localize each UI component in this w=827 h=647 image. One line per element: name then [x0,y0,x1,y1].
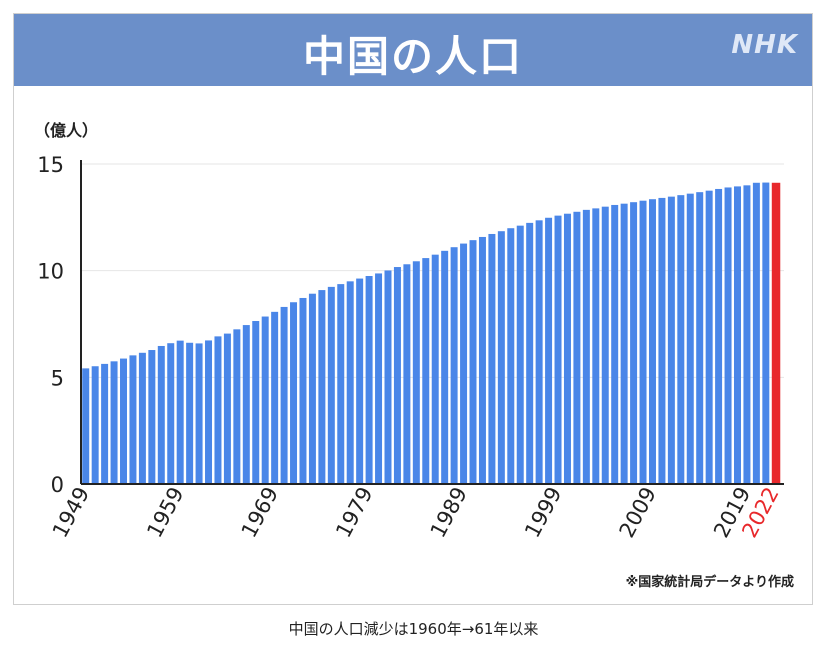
bar-2021 [762,182,770,484]
bar-2020 [752,182,760,485]
bar-1980 [375,273,383,484]
bar-2002 [582,209,590,484]
x-tick-label-1979: 1979 [331,483,377,541]
bar-2010 [658,197,666,485]
bar-1988 [450,247,458,484]
bar-1954 [129,355,137,484]
bar-2004 [601,206,609,484]
bar-2018 [733,186,741,484]
image-caption: 中国の人口減少は1960年→61年以来 [288,620,539,638]
bar-1955 [138,352,146,484]
bar-1997 [535,220,543,484]
bar-2008 [639,200,647,484]
title-banner: 中国の人口 NHK [14,14,812,86]
bar-1970 [280,306,288,484]
bar-1950 [91,366,99,484]
y-tick-label: 10 [37,260,64,284]
bar-1975 [327,286,335,484]
bar-1962 [205,340,213,484]
bar-1967 [252,321,260,484]
bar-2005 [611,204,619,484]
bar-1984 [412,261,420,484]
bar-1959 [176,340,184,484]
bar-1994 [507,228,515,484]
bar-2016 [715,188,723,484]
bar-1961 [195,343,203,484]
bar-1979 [365,276,373,484]
bar-1989 [460,243,468,484]
x-tick-label-1989: 1989 [426,483,472,541]
bar-1963 [214,336,222,484]
bar-1972 [299,297,307,484]
bar-1964 [223,333,231,484]
bar-1965 [233,329,241,484]
y-tick-label: 5 [51,366,64,390]
y-tick-label: 0 [51,473,64,497]
bar-2006 [620,203,628,484]
bar-1998 [545,217,553,484]
bar-1982 [393,267,401,484]
bar-1957 [157,345,165,484]
bar-1990 [469,240,477,484]
bar-1991 [478,236,486,484]
bar-1992 [488,233,496,484]
bar-1969 [271,311,279,484]
x-tick-label-1959: 1959 [142,483,188,541]
bar-1983 [403,264,411,484]
bar-1949 [82,368,90,484]
bar-1974 [318,290,326,484]
bar-1977 [346,281,354,484]
bar-1993 [497,231,505,484]
bar-2015 [705,190,713,484]
bar-1985 [422,258,430,484]
bar-1966 [242,325,250,484]
chart-card: 中国の人口 NHK （億人） 0 5 10 15 1949 1959 1969 1979 1989… [13,13,813,605]
x-tick-label-1969: 1969 [237,483,283,541]
bar-1971 [290,302,298,484]
bar-2009 [648,199,656,484]
bar-2011 [667,196,675,484]
bar-2019 [743,185,751,485]
bar-1978 [356,278,364,484]
bar-1953 [120,358,128,484]
bar-1999 [554,215,562,485]
bar-2000 [563,213,571,484]
bar-2001 [573,211,581,484]
source-note: ※国家統計局データより作成 [625,575,794,590]
bar-1958 [167,343,175,484]
chart-title: 中国の人口 [302,32,523,81]
bar-1951 [101,363,109,484]
bar-2013 [686,193,694,485]
y-tick-label: 15 [37,153,64,177]
bar-2017 [724,187,732,484]
bar-2007 [630,202,638,485]
bar-1986 [431,254,439,484]
bar-1995 [516,225,524,485]
bar-1981 [384,270,392,484]
bar-1968 [261,316,269,484]
x-tick-label-1999: 1999 [520,483,566,541]
bar-2022 [771,182,781,485]
bar-2014 [696,192,704,484]
bar-1952 [110,361,118,484]
nhk-logo: NHK [731,30,798,60]
bar-1956 [148,350,156,484]
bar-1973 [308,293,316,484]
bar-1987 [441,250,449,484]
x-tick-label-2009: 2009 [615,483,661,541]
bar-2012 [677,195,685,484]
bar-2003 [592,208,600,484]
bar-1960 [186,342,194,484]
y-axis-label: （億人） [34,121,98,140]
bar-1976 [337,284,345,484]
bar-1996 [526,222,534,484]
